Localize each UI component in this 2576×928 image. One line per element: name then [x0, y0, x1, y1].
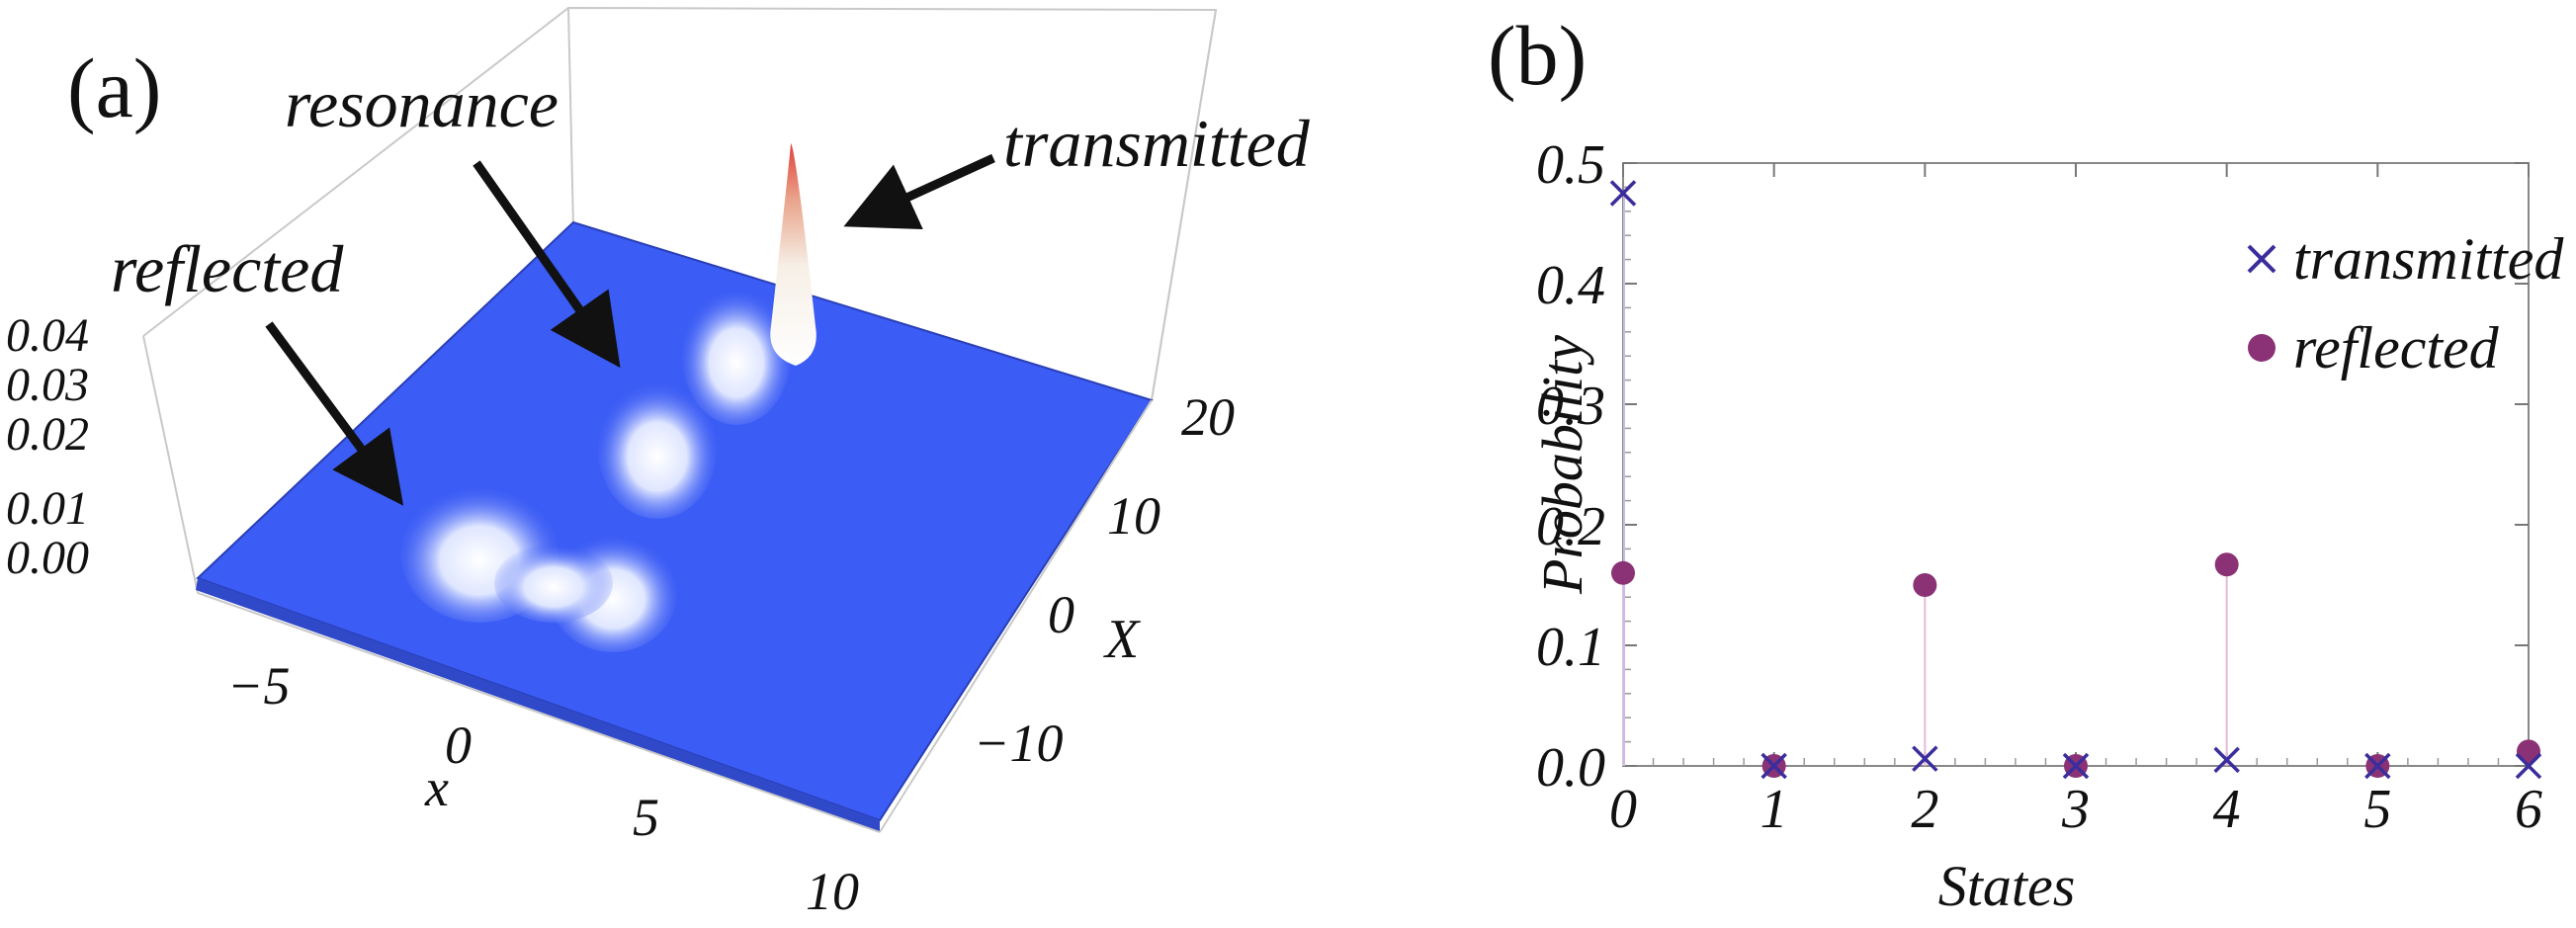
z-tick: 0.04: [6, 309, 89, 362]
annotation-resonance: resonance: [285, 66, 558, 141]
reflected-point: [1913, 573, 1937, 597]
transmitted-point-stroke: [1760, 752, 1787, 780]
z-axis-ticks: 0.04 0.03 0.02 0.01 0.00: [6, 309, 89, 584]
reflected-point: [2214, 552, 2239, 577]
z-tick: 0.02: [6, 408, 89, 461]
X-tick: −10: [974, 714, 1063, 773]
x-tick-label: 2: [1911, 779, 1938, 840]
transmitted-point-stroke: [2213, 746, 2240, 774]
X-axis-ticks: 20 10 0 −10: [974, 387, 1235, 773]
y-axis-ticks: 0.0 0.1 0.2 0.3 0.4 0.5: [1536, 134, 2529, 799]
y-tick-label: 0.0: [1536, 737, 1605, 799]
surface-front-edge: [196, 578, 880, 832]
x-tick: 10: [806, 862, 859, 921]
legend-x-stroke: [2247, 244, 2276, 274]
transmitted-point: [1912, 745, 1938, 772]
y-tick-label: 0.5: [1536, 134, 1605, 196]
arrow-reflected: [265, 321, 404, 506]
reflected-point: [2517, 739, 2540, 764]
transmitted-peak: [770, 143, 816, 366]
y-tick-label: 0.2: [1536, 496, 1605, 557]
panel-b-probability-chart: (b) 0.0 0.1 0.2 0.3 0.4 0.5 0 1 2 3 4 5 6 States Pr…: [1433, 0, 2576, 923]
stems: [1622, 193, 2530, 766]
y-tick-label: 0.4: [1536, 255, 1605, 316]
x-axis-ticks: 0 1 2 3 4 5 6: [1609, 163, 2542, 840]
transmitted-point: [2515, 752, 2542, 780]
panel-a-surface-plot: (a) resonance transmitted reflected 0.04…: [6, 6, 1311, 921]
x-axis-label: x: [424, 758, 449, 817]
x-tick-label: 1: [1760, 779, 1788, 840]
legend-marker-reflected: [2248, 334, 2275, 362]
X-axis-label: X: [1103, 609, 1142, 670]
probability-chart-svg: (b) 0.0 0.1 0.2 0.3 0.4 0.5 0 1 2 3 4 5 6 States Pr…: [1488, 8, 2564, 918]
bounding-box: [142, 6, 1218, 594]
x-tick-label: 5: [2363, 779, 2391, 840]
X-tick: 10: [1107, 486, 1160, 546]
X-tick: 0: [1048, 585, 1074, 644]
x-tick-label: 0: [1609, 779, 1637, 840]
transmitted-point: [1609, 180, 1637, 207]
arrow-resonance: [472, 160, 621, 369]
x-tick-label: 4: [2213, 779, 2241, 840]
x-tick: −5: [227, 656, 290, 716]
z-tick: 0.00: [6, 532, 89, 584]
transmitted-point-stroke: [1912, 745, 1938, 772]
x-axis-ticks: −5 0 5 10: [227, 656, 859, 921]
transmitted-point-stroke: [2062, 752, 2090, 780]
transmitted-point: [2062, 752, 2090, 780]
panel-b-label: (b): [1488, 8, 1587, 103]
legend-label-reflected: reflected: [2293, 315, 2500, 380]
transmitted-point: [2213, 746, 2240, 774]
y-tick-label: 0.3: [1536, 376, 1605, 437]
x-axis-title: States: [1938, 854, 2076, 918]
legend: transmitted reflected: [2247, 226, 2564, 380]
transmitted-point-stroke: [2515, 752, 2542, 780]
annotation-reflected: reflected: [111, 231, 344, 306]
transmitted-point-stroke: [1609, 180, 1637, 207]
x-tick-label: 3: [2061, 779, 2090, 840]
x-tick: 0: [445, 716, 472, 775]
transmitted-point-stroke: [2364, 752, 2391, 780]
reflected-point: [1611, 560, 1635, 585]
arrow-transmitted: [843, 153, 995, 230]
x-tick-label: 6: [2515, 779, 2542, 840]
transmitted-point: [2364, 752, 2391, 780]
legend-marker-transmitted: [2247, 244, 2276, 274]
surface-bumps: [400, 143, 816, 652]
z-tick: 0.01: [6, 482, 89, 535]
transmitted-point: [1760, 752, 1787, 780]
markers: [1609, 180, 2542, 780]
surface-plot-svg: (a) resonance transmitted reflected 0.04…: [6, 6, 1311, 921]
y-tick-label: 0.1: [1536, 617, 1605, 678]
y-axis-title: Probability: [1530, 335, 1594, 595]
z-tick: 0.03: [6, 359, 89, 411]
annotation-transmitted: transmitted: [1003, 106, 1311, 181]
x-tick: 5: [633, 788, 659, 847]
X-tick: 20: [1181, 387, 1235, 447]
legend-label-transmitted: transmitted: [2293, 226, 2564, 292]
panel-a-label: (a): [67, 41, 161, 135]
